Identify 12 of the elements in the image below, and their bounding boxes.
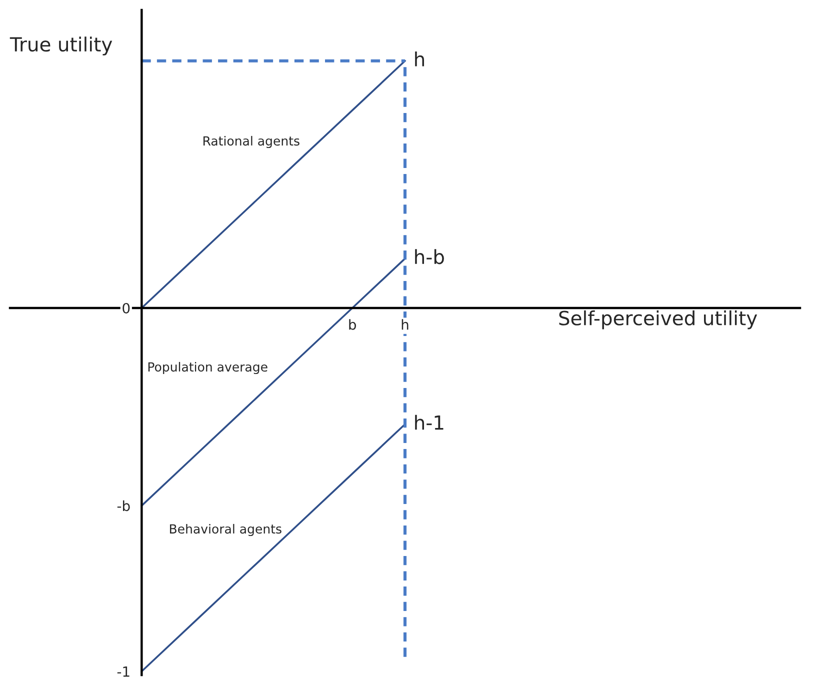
annotation: Behavioral agents <box>170 524 282 536</box>
annotation: h-b <box>415 249 444 264</box>
x-tick-label: b <box>349 319 356 330</box>
y-axis-title: True utility <box>10 36 112 56</box>
annotation: Rational agents <box>203 136 300 148</box>
annotation: h-1 <box>415 414 444 430</box>
y-tick-label: -1 <box>117 666 130 677</box>
y-tick-label: 0 <box>122 302 130 314</box>
annotation: h <box>415 51 424 66</box>
x-axis-title: Self-perceived utility <box>559 310 758 330</box>
annotation: Population average <box>148 362 268 374</box>
y-tick-label: -b <box>117 500 130 512</box>
